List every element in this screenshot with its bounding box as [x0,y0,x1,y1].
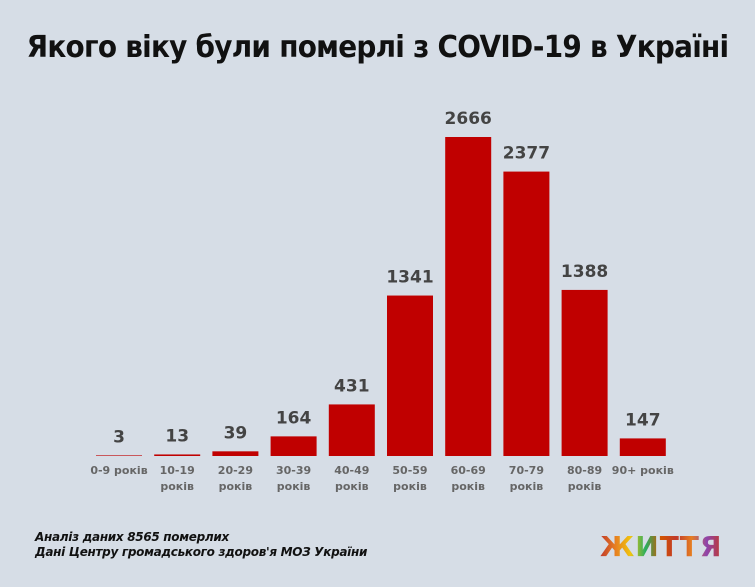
bar [619,438,666,456]
bar [270,436,317,456]
x-tick-label: 10-19 [160,464,195,477]
x-tick-label: років [160,480,194,493]
data-label: 39 [224,423,248,443]
x-tick-label: років [510,480,544,493]
x-tick-label: років [393,480,427,493]
x-tick-label: років [335,480,369,493]
x-tick-label: 50-59 [392,464,427,477]
bar [503,171,550,457]
x-tick-label: років [277,480,311,493]
x-tick-label: 40-49 [334,464,369,477]
x-tick-label: 70-79 [509,464,544,477]
bar [328,404,375,456]
chart-title: Якого віку були померлі з COVID-19 в Укр… [26,30,729,65]
data-label: 2377 [503,144,550,164]
data-label: 431 [334,376,370,396]
data-label: 147 [625,410,661,430]
footer-source: Дані Центру громадського здоров'я МОЗ Ук… [35,545,368,559]
data-label: 13 [165,426,189,446]
data-label: 1341 [386,268,433,288]
x-tick-label: 0-9 років [90,464,147,477]
footer-note: Аналіз даних 8565 померлих Дані Центру г… [35,530,367,560]
bar [154,454,201,456]
x-tick-label: років [451,480,485,493]
x-tick-label: 20-29 [218,464,253,477]
data-label: 3 [113,427,125,447]
zhyttia-logo: ЖИТТЯ [600,530,723,563]
data-label: 1388 [561,262,608,282]
bar [387,295,433,456]
bar [212,451,259,456]
bar [96,455,142,456]
x-tick-label: років [219,480,253,493]
x-tick-label: 60-69 [451,464,486,477]
bar [561,289,608,456]
footer-analysis: Аналіз даних 8565 померлих [35,530,229,544]
data-label: 164 [276,408,312,428]
x-tick-label: 90+ років [612,464,674,477]
x-tick-label: 30-39 [276,464,311,477]
bar-chart: 3 0-9 років 13 10-19 років 39 20-29 років 164 30-… [90,109,674,493]
bar [445,137,492,456]
x-tick-label: років [568,480,602,493]
data-label: 2666 [445,109,492,129]
x-tick-label: 80-89 [567,464,602,477]
